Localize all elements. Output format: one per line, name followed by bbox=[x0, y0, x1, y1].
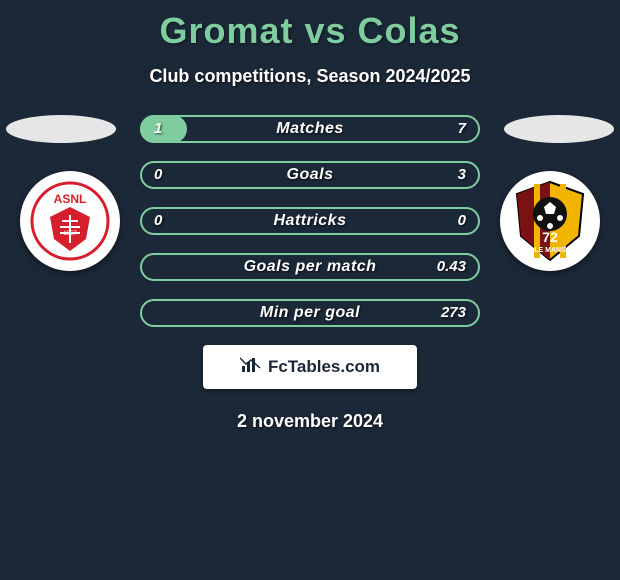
stat-value-right: 3 bbox=[458, 163, 466, 187]
club-crest-left-svg: ASNL 1967 bbox=[30, 181, 110, 261]
stat-row: 0Hattricks0 bbox=[140, 207, 480, 235]
svg-text:72: 72 bbox=[542, 229, 558, 245]
stat-label: Goals bbox=[142, 163, 478, 187]
stat-label: Min per goal bbox=[142, 301, 478, 325]
stat-value-right: 0.43 bbox=[437, 255, 466, 279]
stat-row: Goals per match0.43 bbox=[140, 253, 480, 281]
page-title: Gromat vs Colas bbox=[0, 0, 620, 52]
footer-date: 2 november 2024 bbox=[0, 411, 620, 432]
stats-container: 1Matches70Goals30Hattricks0Goals per mat… bbox=[140, 115, 480, 327]
decorative-ellipse-left bbox=[6, 115, 116, 143]
svg-text:LE MANS: LE MANS bbox=[534, 247, 566, 254]
stat-label: Goals per match bbox=[142, 255, 478, 279]
brand-box[interactable]: FcTables.com bbox=[203, 345, 417, 389]
club-crest-right: 72 LE MANS bbox=[500, 171, 600, 271]
svg-text:1967: 1967 bbox=[63, 231, 77, 237]
comparison-arena: ASNL 1967 72 LE bbox=[0, 115, 620, 327]
page-subtitle: Club competitions, Season 2024/2025 bbox=[0, 66, 620, 87]
stat-value-right: 7 bbox=[458, 117, 466, 141]
stat-value-right: 273 bbox=[441, 301, 466, 325]
club-crest-right-svg: 72 LE MANS bbox=[507, 178, 593, 264]
stat-label: Hattricks bbox=[142, 209, 478, 233]
stat-label: Matches bbox=[142, 117, 478, 141]
brand-chart-icon bbox=[240, 356, 262, 379]
stat-row: 1Matches7 bbox=[140, 115, 480, 143]
stat-value-right: 0 bbox=[458, 209, 466, 233]
svg-text:ASNL: ASNL bbox=[54, 192, 87, 206]
club-crest-left: ASNL 1967 bbox=[20, 171, 120, 271]
stat-row: Min per goal273 bbox=[140, 299, 480, 327]
decorative-ellipse-right bbox=[504, 115, 614, 143]
stat-row: 0Goals3 bbox=[140, 161, 480, 189]
brand-text: FcTables.com bbox=[268, 357, 380, 377]
